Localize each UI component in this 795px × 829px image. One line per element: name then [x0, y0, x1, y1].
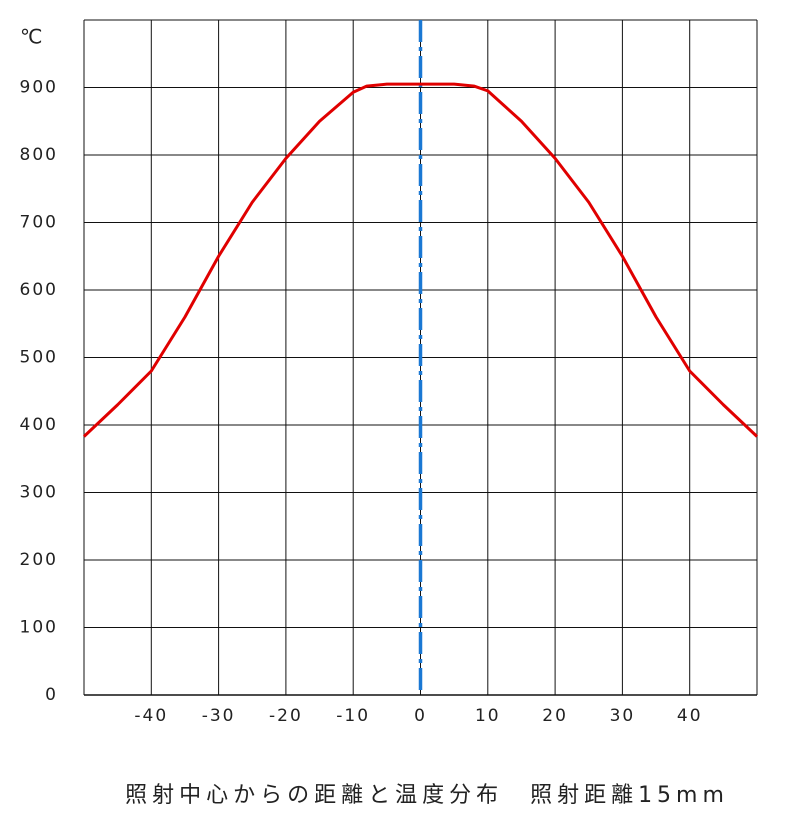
y-tick-label: 600: [20, 280, 58, 300]
y-tick-label: 400: [20, 415, 58, 435]
y-tick-label: 700: [20, 213, 58, 233]
x-tick-label: 30: [610, 706, 636, 726]
data-line: [82, 82, 759, 438]
y-tick-label: 900: [20, 78, 58, 98]
x-tick-label: -40: [134, 706, 168, 726]
x-tick-label: 0: [414, 706, 427, 726]
x-tick-label: -30: [202, 706, 236, 726]
x-tick-label: -10: [336, 706, 370, 726]
y-unit: ℃: [20, 25, 44, 49]
chart-title: 照射中心からの距離と温度分布 照射距離15mm: [125, 783, 729, 808]
y-tick-label: 300: [20, 483, 58, 503]
y-tick-label: 500: [20, 348, 58, 368]
y-tick-label: 100: [20, 618, 58, 638]
x-tick-label: 20: [542, 706, 568, 726]
y-tick-label: 0: [45, 685, 58, 705]
y-tick-label: 800: [20, 145, 58, 165]
x-tick-label: -20: [269, 706, 303, 726]
x-tick-label: 10: [475, 706, 501, 726]
y-tick-label: 200: [20, 550, 58, 570]
x-tick-label: 40: [677, 706, 703, 726]
